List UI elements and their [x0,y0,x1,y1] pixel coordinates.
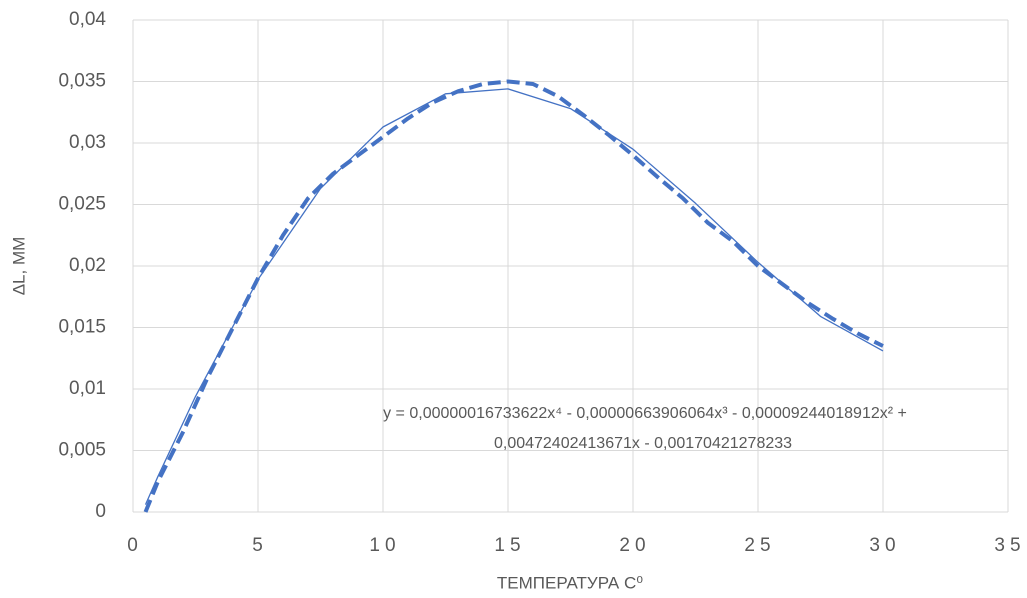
y-tick-label: 0 [95,501,106,522]
x-tick-label: 20 [619,535,650,556]
trendline-equation: y = 0,00000016733622x⁴ - 0,0000066390606… [383,405,907,422]
trend-line [144,88,884,505]
y-tick-label: 0,04 [69,9,106,30]
y-tick-label: 0,015 [58,317,106,338]
y-tick-label: 0,035 [58,71,106,92]
x-tick-label: 25 [744,535,775,556]
x-tick-label: 10 [369,535,400,556]
x-tick-label: 35 [994,535,1025,556]
y-tick-label: 0,03 [69,132,106,153]
y-tick-label: 0,02 [69,255,106,276]
x-tick-label: 15 [494,535,525,556]
x-tick-label: 5 [252,535,268,556]
x-tick-label: 30 [869,535,900,556]
y-tick-label: 0,005 [58,440,106,461]
trendline-equation: 0,00472402413671x - 0,00170421278233 [494,435,792,452]
y-tick-label: 0,025 [58,194,106,215]
data-line [143,79,884,513]
x-tick-label: 0 [127,535,143,556]
y-tick-label: 0,01 [69,378,106,399]
x-axis-title: ТЕМПЕРАТУРА С⁰ [497,573,643,592]
y-axis-title: ΔL, MM [9,237,28,296]
